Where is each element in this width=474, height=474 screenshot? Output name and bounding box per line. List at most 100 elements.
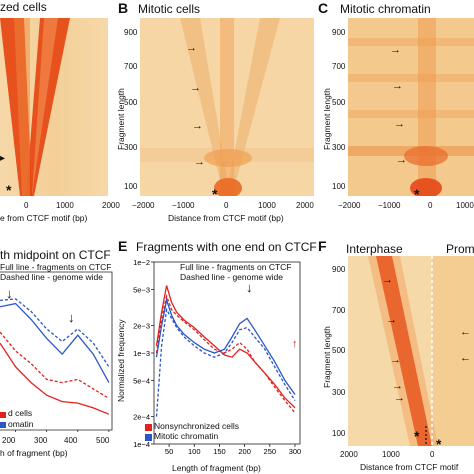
panel-b-xtick: −1000 (172, 201, 195, 210)
arrow-right-icon: → (390, 44, 401, 56)
arrow-right-icon: → (394, 118, 405, 130)
series-line-nonsync-dashed (0, 331, 110, 399)
series-line-mitotic-dashed (0, 298, 110, 368)
series-line-mitotic-dashed (155, 307, 296, 417)
panel-c-heat-pattern (348, 18, 474, 196)
panel-f-title: Interphase (346, 242, 403, 256)
panel-d-note: Dashed line - genome wide (0, 272, 104, 282)
panel-e-xlabel: Length of fragment (bp) (172, 463, 261, 473)
arrow-left-icon: ← (460, 352, 471, 364)
panel-e-ytick-label: 5e−4 (133, 376, 150, 385)
arrow-right-icon: → (192, 120, 203, 132)
panel-e-letter: E (118, 238, 128, 254)
panel-e-xtick-label: 50 (165, 447, 173, 454)
panel-d-xtick: 400 (64, 436, 78, 445)
panel-a-heatmap: ▸ * (0, 18, 108, 196)
panel-b-heatmap: → → → → * (140, 18, 314, 196)
arrow-left-icon: ← (460, 326, 471, 338)
panel-d-plot-frame (0, 271, 113, 431)
panel-f-ytick: 700 (332, 306, 346, 315)
panel-a-xtick: 2000 (102, 201, 120, 210)
panel-e-xtick-label: 200 (238, 447, 251, 454)
panel-a-xtick: 0 (24, 201, 29, 210)
arrow-right-icon: → (396, 154, 407, 166)
arrow-right-icon: → (382, 274, 393, 286)
panel-e-note: Full line - fragments on CTCF (180, 262, 292, 272)
panel-e-ytick-label: 1e−3 (133, 349, 150, 358)
panel-e-ytick-label: 2e−3 (133, 322, 150, 331)
panel-c-title: Mitotic chromatin (340, 2, 431, 16)
panel-a-star: * (6, 182, 12, 196)
panel-e-ytick-label: 5e−3 (133, 285, 150, 294)
legend-swatch-blue (0, 422, 6, 428)
panel-e-plot-frame (153, 261, 301, 445)
panel-c-xtick: 0 (428, 201, 433, 210)
panel-f-xtick: 0 (430, 450, 435, 459)
arrow-right-icon: → (190, 82, 201, 94)
panel-b-xtick: −2000 (132, 201, 155, 210)
series-line-mitotic-full (0, 302, 110, 383)
panel-b-xlabel: Distance from CTCF motif (bp) (168, 213, 284, 223)
panel-c-ytick: 100 (332, 182, 346, 191)
star-marker: * (414, 186, 420, 196)
panel-e-legend-item: Nonsynchronized cells (154, 421, 240, 431)
panel-c-ytick: 500 (332, 98, 346, 107)
panel-d-xtick: 200 (2, 436, 16, 445)
panel-d-note: Full line - fragments on CTCF (0, 262, 112, 272)
panel-a-xlabel: e from CTCF motif (bp) (0, 213, 88, 223)
panel-c-ytick: 300 (332, 143, 346, 152)
arrow-right-icon: → (194, 156, 205, 168)
panel-f-xtick: 2000 (340, 450, 358, 459)
panel-e-xtick-label: 250 (264, 447, 277, 454)
panel-b-title: Mitotic cells (138, 2, 201, 16)
legend-swatch-red (145, 424, 152, 431)
panel-c-letter: C (318, 0, 329, 16)
panel-f-ytick: 900 (332, 265, 346, 274)
panel-f-xtick: 1000 (382, 450, 400, 459)
panel-d-xtick: 500 (96, 436, 110, 445)
panel-b-ytick: 300 (124, 143, 138, 152)
panel-d-xtick: 300 (34, 436, 48, 445)
panel-d-legend-item: d cells (8, 408, 33, 418)
panel-f-ytick: 300 (332, 388, 346, 397)
panel-c-xtick: −1000 (378, 201, 401, 210)
panel-a-arrow: ▸ (0, 153, 6, 164)
arrow-right-icon: → (386, 314, 397, 326)
star-marker: * (436, 436, 442, 446)
panel-c-xtick: 1000 (456, 201, 474, 210)
arrow-down-icon: ↓ (68, 310, 75, 325)
arrow-right-icon: → (392, 380, 403, 392)
panel-f-heat-pattern (348, 256, 474, 446)
arrow-right-icon: → (390, 354, 401, 366)
panel-b-ytick: 700 (124, 62, 138, 71)
arrow-down-icon: ↓ (6, 286, 13, 301)
panel-e-ytick-label: 1e−2 (133, 258, 150, 267)
panel-c-ytick: 700 (332, 62, 346, 71)
panel-d-xlabel: h of fragment (bp) (0, 448, 68, 458)
panel-e-title: Fragments with one end on CTCF (136, 240, 317, 254)
arrow-up-icon: ↑ (292, 338, 298, 350)
panel-f-ytick: 100 (332, 429, 346, 438)
panel-d-chart (0, 271, 113, 432)
panel-e-xtick-label: 150 (213, 447, 226, 454)
panel-e-note: Dashed line - genome wide (180, 272, 284, 282)
panel-c-xtick: −2000 (338, 201, 361, 210)
panel-a-xtick: 1000 (56, 201, 74, 210)
series-line-mitotic-full (155, 297, 296, 395)
arrow-right-icon: → (186, 42, 197, 54)
arrow-right-icon: → (392, 80, 403, 92)
panel-f-xlabel: Distance from CTCF motif (360, 462, 459, 472)
panel-e-xtick-label: 100 (188, 447, 201, 454)
legend-swatch-blue (145, 434, 152, 441)
panel-d-legend-item: omatin (8, 419, 34, 429)
panel-e-ytick-label: 1e−4 (133, 440, 150, 449)
panel-f-heatmap: → → → → → ← ← * * (348, 256, 474, 446)
panel-b-letter: B (118, 0, 129, 16)
panel-b-ytick: 100 (124, 182, 138, 191)
panel-c-heatmap: → → → → * (348, 18, 474, 196)
panel-e-chart: 1e−2 5e−3 2e−3 1e−3 5e−4 2e−4 1e−4 50 100 150 200 2… (133, 258, 301, 454)
panel-b-heat-pattern (140, 18, 314, 196)
panel-e-ytick-label: 2e−4 (133, 413, 150, 422)
panel-a-v-shape (0, 18, 70, 196)
panel-b-xtick: 1000 (258, 201, 276, 210)
